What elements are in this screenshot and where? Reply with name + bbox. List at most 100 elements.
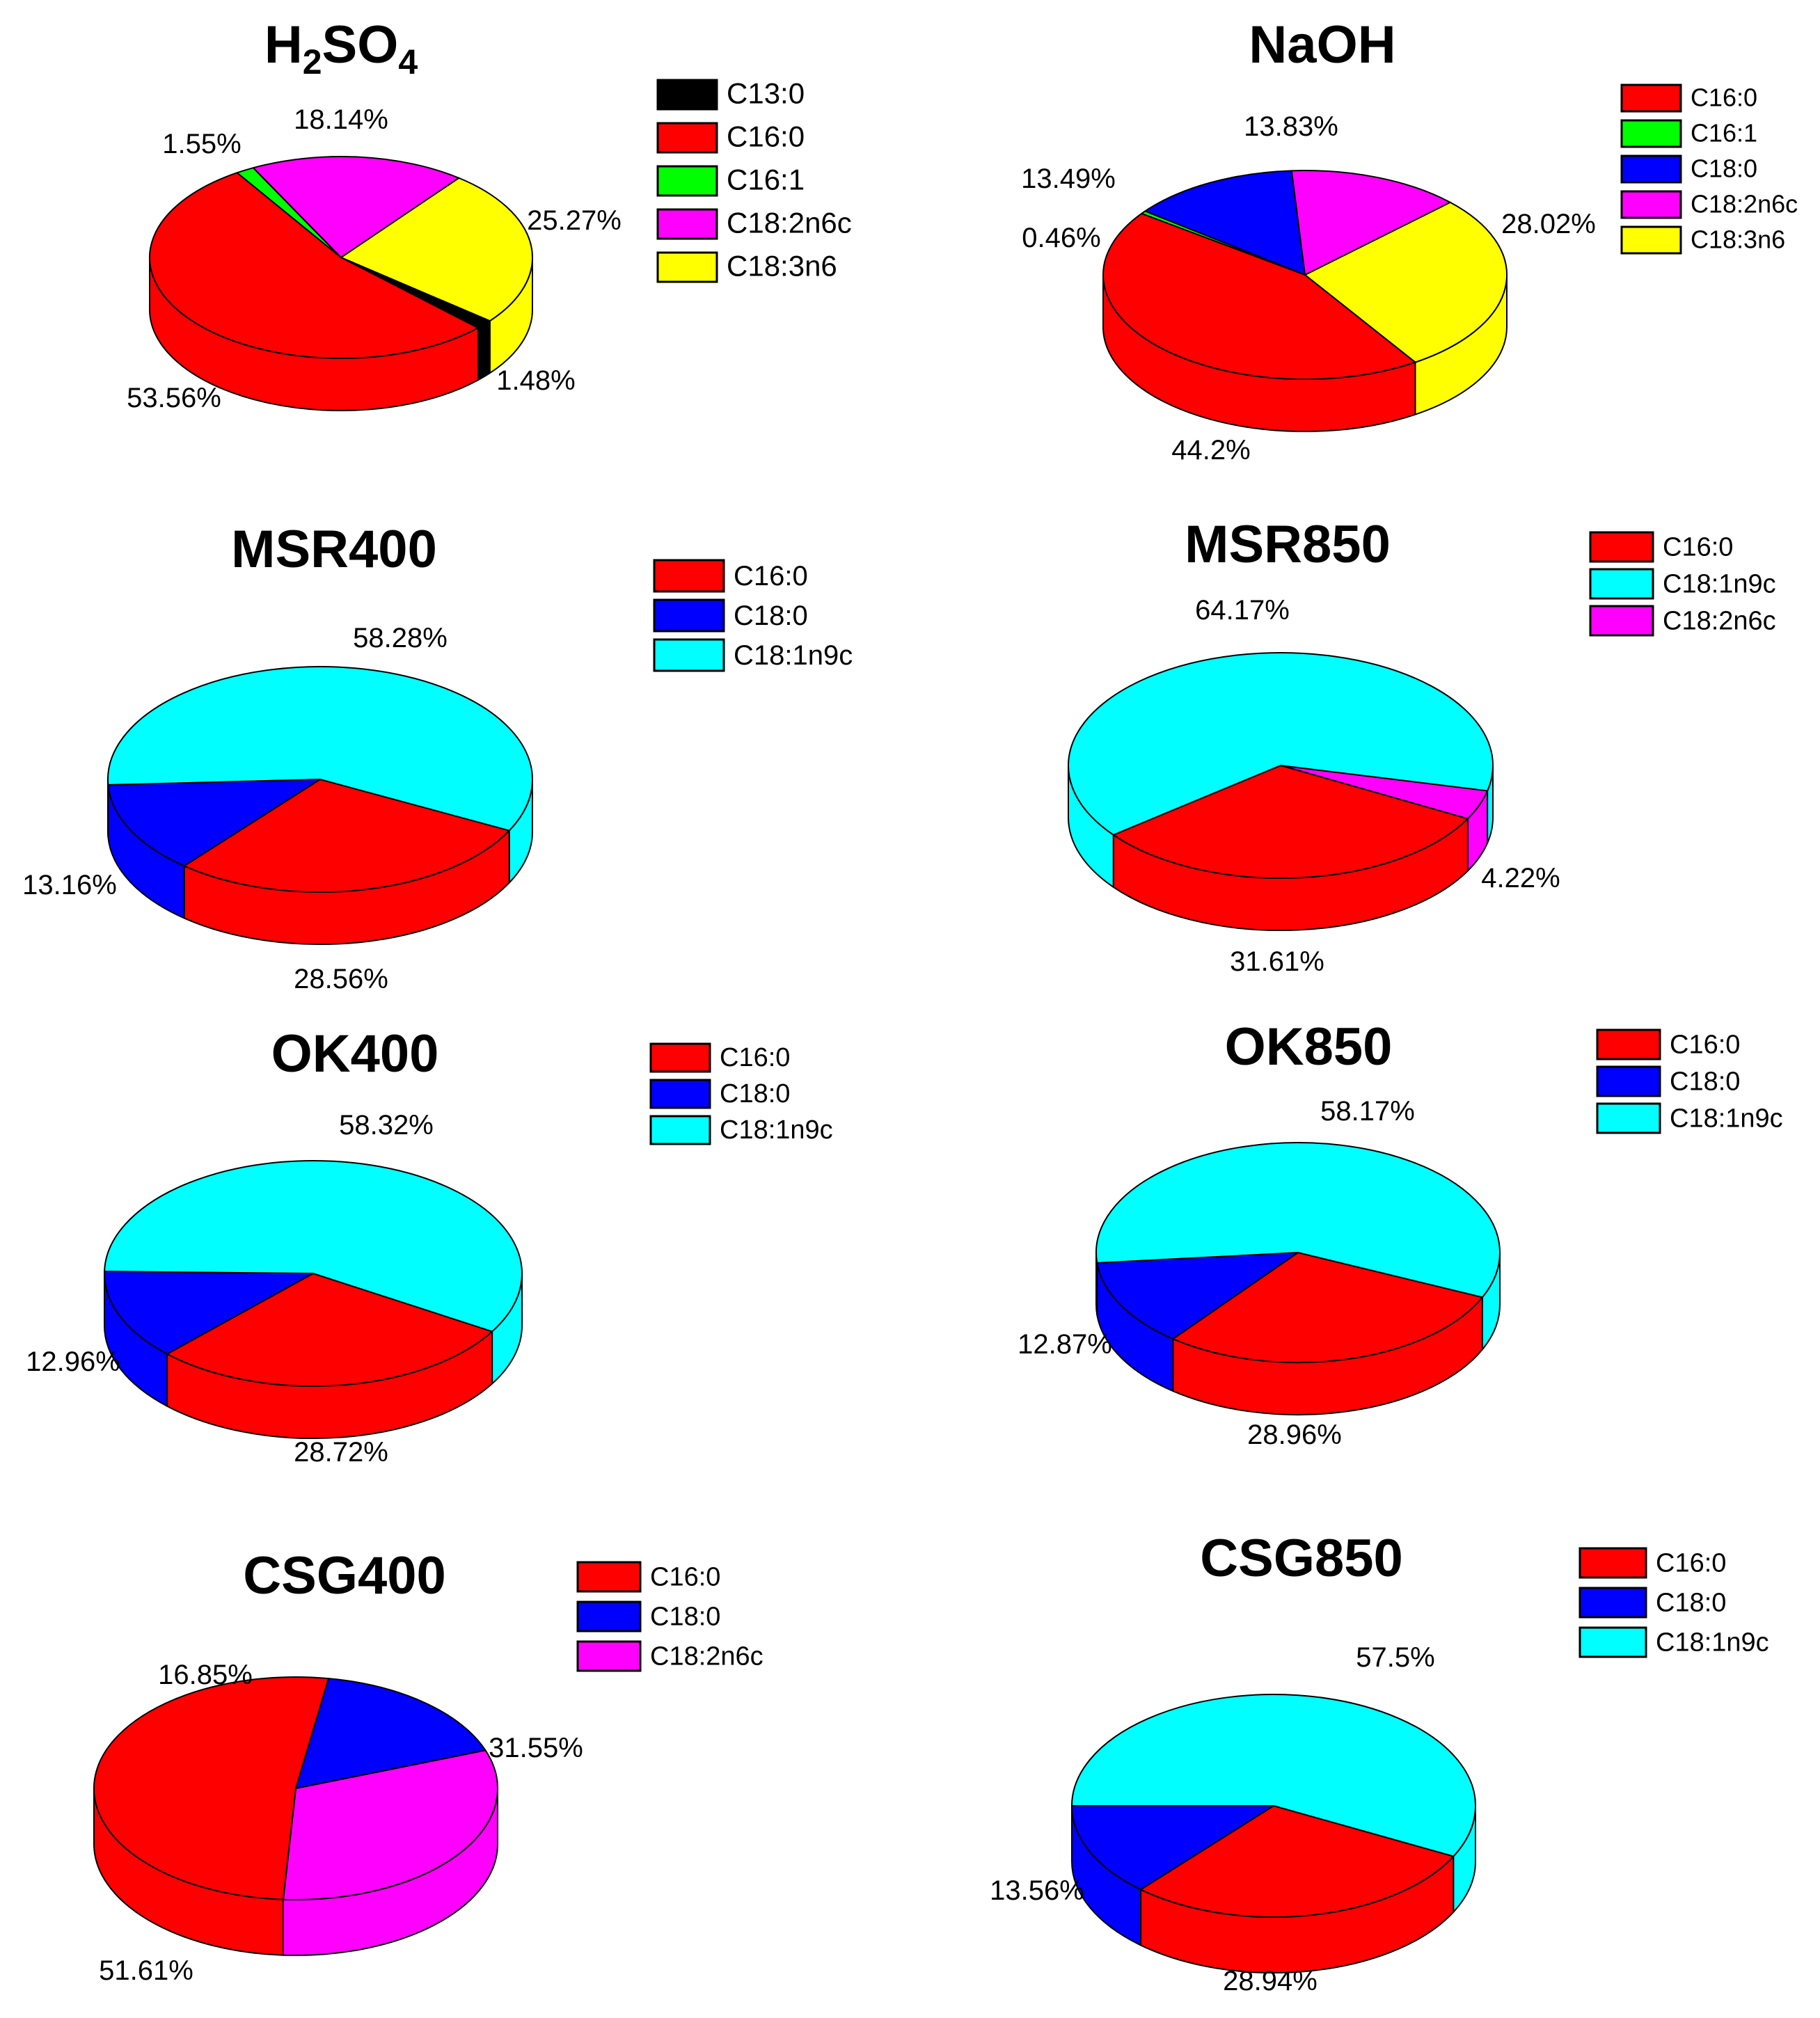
slice-c16-0: [93, 1676, 330, 1900]
legend-label-c18-0: C18:0: [1670, 1067, 1740, 1097]
legend: C16:0 C18:0 C18:1n9c: [1578, 1547, 1769, 1658]
legend: C16:0 C18:0 C18:1n9c: [653, 559, 853, 672]
legend: C16:0 C18:0 C18:1n9c: [649, 1042, 833, 1145]
pct-label-c18-0: 12.96%: [26, 1346, 120, 1377]
legend-swatch-c16-1: [1620, 119, 1682, 148]
legend-label-c18-0: C18:0: [734, 601, 808, 631]
pct-label-c16-0: 28.56%: [294, 964, 388, 994]
legend-label-c16-0: C16:0: [727, 120, 805, 153]
slice-c18-1n9c: [104, 1160, 523, 1333]
legend-swatch-c18-0: [649, 1079, 711, 1109]
legend-swatch-c18-1n9c: [1578, 1626, 1647, 1658]
legend-label-c16-0: C16:0: [1691, 83, 1757, 111]
pct-label-c13-0: 1.48%: [496, 365, 575, 396]
pie-chart-csg400: 31.55% 51.61% 16.85% CSG400 C16:0 C18:0 C18:2n…: [93, 1546, 763, 1986]
pct-label-c18-1n9c: 57.5%: [1356, 1642, 1434, 1673]
legend-swatch-c18-3n6: [1620, 225, 1682, 255]
legend-label-c18-2n6c: C18:2n6c: [727, 207, 852, 239]
legend-swatch-c18-2n6c: [1589, 605, 1654, 637]
slice-c18-2n6c: [282, 1749, 498, 1900]
legend-label-c18-1n9c: C18:1n9c: [720, 1115, 833, 1145]
chart-title: OK400: [271, 1024, 439, 1083]
chart-title: OK850: [1225, 1017, 1393, 1076]
legend-label-c16-0: C16:0: [734, 561, 808, 591]
pct-label-c18-0: 12.87%: [1018, 1329, 1112, 1360]
legend-label-c16-0: C16:0: [1656, 1549, 1726, 1578]
legend-swatch-c18-2n6c: [576, 1640, 642, 1672]
legend-swatch-c16-0: [576, 1561, 642, 1593]
slice-c18-2n6c: [252, 156, 460, 258]
legend-swatch-c18-0: [653, 598, 725, 633]
slice-c18-2n6c: [1290, 170, 1451, 276]
legend-label-c18-1n9c: C18:1n9c: [1656, 1628, 1769, 1658]
legend-swatch-c18-0: [1578, 1587, 1647, 1619]
legend-swatch-c18-2n6c: [1620, 190, 1682, 219]
legend-label-c18-0: C18:0: [1656, 1589, 1726, 1618]
slice-c18-3n6: [340, 177, 533, 322]
legend-label-c18-1n9c: C18:1n9c: [734, 640, 853, 671]
pie-chart-ok400: 28.72% 12.96% 58.32% OK400 C16:0 C18:0 C18:1n9…: [26, 1024, 833, 1468]
slice-c18-0: [1071, 1805, 1274, 1891]
pct-label-c18-2n6c: 4.22%: [1481, 863, 1560, 893]
legend-label-c16-0: C16:0: [650, 1563, 720, 1592]
legend-swatch-c18-1n9c: [1596, 1102, 1661, 1134]
pct-label-c18-2n6c: 18.14%: [294, 104, 388, 135]
slice-c18-3n6: [1304, 201, 1508, 363]
legend-swatch-c18-0: [576, 1600, 642, 1632]
pct-label-c18-0: 13.56%: [990, 1875, 1084, 1906]
slice-side-c13-0: [477, 320, 491, 381]
pct-label-c18-2n6c: 31.55%: [489, 1733, 583, 1763]
legend-label-c18-0: C18:0: [1691, 154, 1757, 182]
pct-label-c16-0: 44.2%: [1171, 435, 1250, 466]
pct-label-c18-1n9c: 58.28%: [353, 623, 448, 653]
chart-title: NaOH: [1249, 15, 1395, 74]
legend-swatch-c16-0: [653, 559, 725, 593]
legend-swatch-c16-0: [649, 1042, 711, 1073]
pct-label-c18-2n6c: 13.83%: [1244, 111, 1338, 142]
pie-chart-csg850: 28.94% 13.56% 57.5% CSG850 C16:0 C18:0 C18:1n9…: [990, 1529, 1769, 1996]
slice-c18-1n9c: [107, 666, 533, 832]
pct-label-c16-0: 28.94%: [1223, 1966, 1317, 1996]
legend-swatch-c18-2n6c: [656, 208, 718, 240]
pie-chart-ok850: 28.96% 12.87% 58.17% OK850 C16:0 C18:0 C18:1n9…: [1018, 1017, 1783, 1450]
legend-label-c18-3n6: C18:3n6: [727, 250, 837, 283]
pct-label-c18-3n6: 25.27%: [527, 205, 622, 236]
legend-swatch-c18-0: [1596, 1065, 1661, 1097]
slice-c16-0: [149, 172, 479, 359]
slice-c16-0: [1140, 1805, 1455, 1918]
pct-label-c18-1n9c: 58.32%: [339, 1110, 434, 1141]
legend-label-c18-2n6c: C18:2n6c: [650, 1642, 763, 1671]
pct-label-c18-3n6: 28.02%: [1501, 209, 1596, 239]
pie-chart-naoh: 28.02%44.2%0.46%13.49%13.83%NaOHC16:0C16…: [1021, 15, 1798, 466]
pct-label-c16-0: 53.56%: [127, 383, 221, 413]
chart-title: CSG850: [1200, 1529, 1403, 1588]
legend-swatch-c18-1n9c: [653, 638, 725, 672]
legend-label-c18-0: C18:0: [720, 1079, 790, 1109]
pct-label-c16-1: 0.46%: [1022, 223, 1100, 253]
legend-swatch-c13-0: [656, 79, 718, 111]
slice-c18-0: [1096, 1252, 1299, 1340]
pct-label-c18-1n9c: 64.17%: [1195, 595, 1290, 626]
legend-swatch-c16-1: [656, 165, 718, 197]
slice-c18-1n9c: [1068, 651, 1494, 836]
chart-title: MSR850: [1185, 515, 1391, 574]
pct-label-c16-0: 31.61%: [1230, 946, 1324, 977]
pct-label-c18-0: 16.85%: [158, 1660, 253, 1690]
legend-swatch-c16-0: [1620, 84, 1682, 113]
slice-c16-0: [1172, 1252, 1483, 1363]
legend-swatch-c18-1n9c: [1589, 568, 1654, 600]
legend: C16:0 C18:1n9c C18:2n6c: [1589, 531, 1776, 637]
legend-label-c18-3n6: C18:3n6: [1691, 225, 1785, 253]
legend-label-c16-0: C16:0: [1663, 533, 1733, 562]
slice-c18-1n9c: [1095, 1142, 1501, 1298]
legend-label-c16-0: C16:0: [1670, 1031, 1740, 1060]
legend-swatch-c16-0: [1589, 531, 1654, 563]
slice-c18-0: [107, 779, 321, 867]
legend-swatch-c16-0: [1578, 1547, 1647, 1579]
slice-c16-0: [1112, 765, 1469, 879]
pct-label-c16-0: 28.96%: [1247, 1420, 1342, 1450]
legend: C16:0 C16:1 C18:0 C18:2n6c C18:3n6: [1620, 83, 1798, 255]
legend-label-c13-0: C13:0: [727, 77, 805, 110]
legend-label-c18-2n6c: C18:2n6c: [1663, 607, 1776, 636]
